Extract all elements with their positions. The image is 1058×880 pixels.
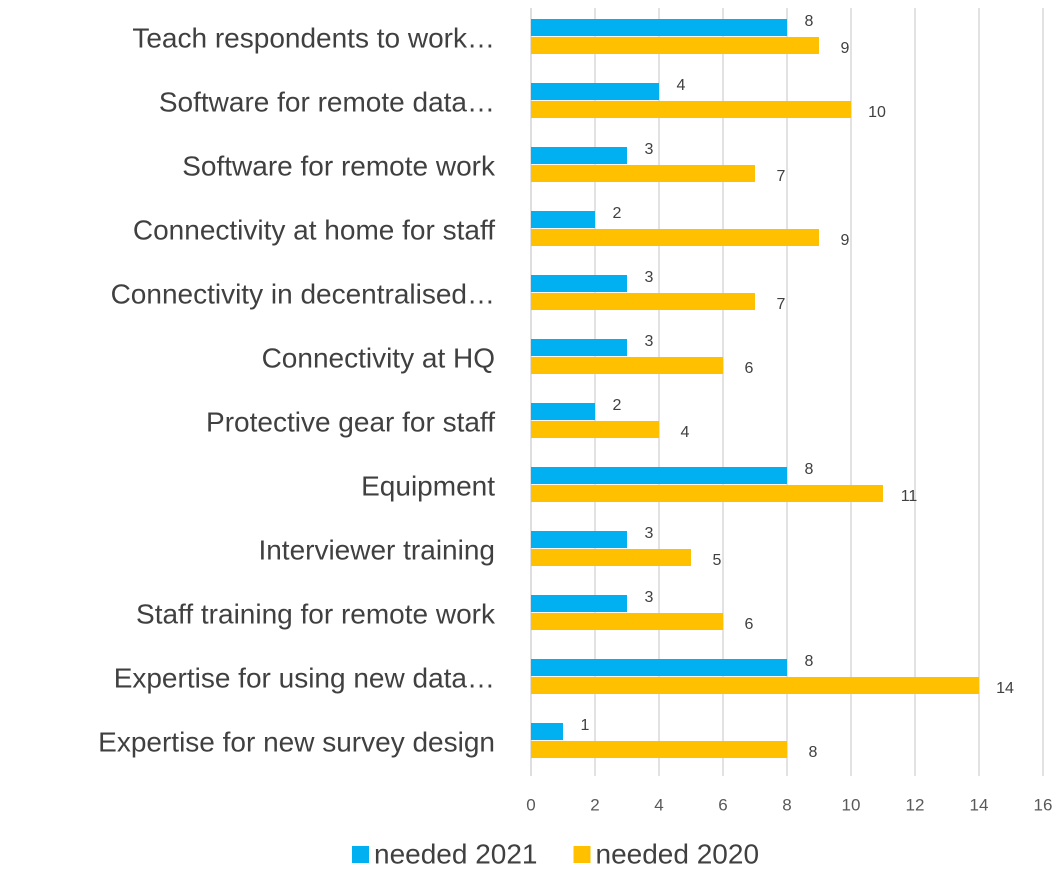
bar [531, 613, 723, 630]
bar [531, 659, 787, 676]
category-label: Software for remote data… [159, 86, 495, 117]
bar [531, 147, 627, 164]
value-label: 9 [841, 40, 850, 57]
value-label: 3 [645, 269, 654, 286]
value-label: 8 [809, 744, 818, 761]
value-label: 3 [645, 141, 654, 158]
value-label: 5 [713, 552, 722, 569]
value-label: 6 [745, 616, 754, 633]
bar [531, 485, 883, 502]
value-label: 14 [996, 680, 1014, 697]
bar [531, 531, 627, 548]
bar [531, 101, 851, 118]
legend-label: needed 2021 [374, 838, 538, 869]
bar [531, 467, 787, 484]
bar [531, 595, 627, 612]
value-label: 2 [613, 205, 622, 222]
value-label: 6 [745, 360, 754, 377]
category-label: Connectivity in decentralised… [111, 278, 495, 309]
value-label: 7 [777, 168, 786, 185]
bar [531, 403, 595, 420]
x-tick-label: 8 [782, 795, 791, 814]
bar [531, 275, 627, 292]
value-label: 3 [645, 333, 654, 350]
bar [531, 37, 819, 54]
x-tick-label: 2 [590, 795, 599, 814]
value-label: 3 [645, 589, 654, 606]
category-label: Connectivity at home for staff [133, 214, 495, 245]
value-label: 8 [805, 461, 814, 478]
category-label: Expertise for using new data… [114, 662, 495, 693]
value-label: 1 [581, 717, 590, 734]
value-label: 4 [677, 77, 686, 94]
category-label: Software for remote work [182, 150, 496, 181]
bar [531, 165, 755, 182]
category-label: Connectivity at HQ [262, 342, 495, 373]
bar [531, 421, 659, 438]
legend-label: needed 2020 [596, 838, 760, 869]
value-label: 10 [868, 104, 886, 121]
x-tick-label: 4 [654, 795, 663, 814]
legend-swatch [352, 846, 369, 863]
value-label: 8 [805, 653, 814, 670]
bar [531, 339, 627, 356]
x-tick-label: 14 [970, 795, 989, 814]
value-label: 9 [841, 232, 850, 249]
value-label: 3 [645, 525, 654, 542]
bar [531, 549, 691, 566]
bar [531, 723, 563, 740]
bar [531, 19, 787, 36]
x-tick-label: 12 [906, 795, 925, 814]
bar [531, 211, 595, 228]
category-label: Equipment [361, 470, 495, 501]
category-label: Expertise for new survey design [98, 726, 495, 757]
bar [531, 741, 787, 758]
legend-swatch [573, 846, 591, 863]
value-label: 2 [613, 397, 622, 414]
category-label: Staff training for remote work [136, 598, 496, 629]
bar [531, 229, 819, 246]
value-label: 8 [805, 13, 814, 30]
value-label: 11 [901, 488, 918, 505]
category-label: Teach respondents to work… [132, 22, 495, 53]
value-label: 7 [777, 296, 786, 313]
bar [531, 83, 659, 100]
x-tick-label: 6 [718, 795, 727, 814]
x-tick-label: 0 [526, 795, 535, 814]
bar [531, 677, 979, 694]
x-tick-label: 16 [1034, 795, 1053, 814]
category-label: Protective gear for staff [206, 406, 495, 437]
bar [531, 357, 723, 374]
value-label: 4 [681, 424, 690, 441]
category-label: Interviewer training [258, 534, 495, 565]
bar [531, 293, 755, 310]
x-tick-label: 10 [842, 795, 861, 814]
